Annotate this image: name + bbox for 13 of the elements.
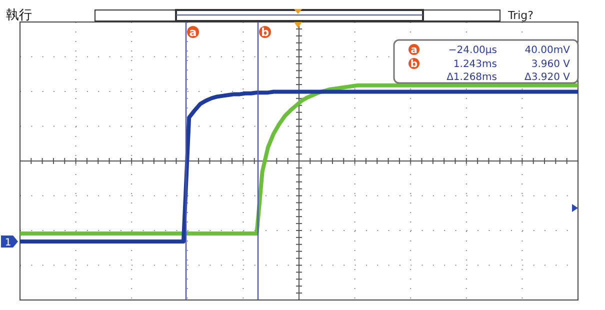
text: Trig? bbox=[507, 9, 534, 22]
text: Δ1.268ms bbox=[446, 72, 497, 83]
text: 3.960 V bbox=[531, 59, 570, 70]
chart-title: 執行 bbox=[6, 8, 32, 23]
text: 1.243ms bbox=[453, 59, 497, 70]
text: −24.00µs bbox=[448, 45, 497, 56]
text: a bbox=[189, 26, 197, 39]
text: 40.00mV bbox=[524, 45, 570, 56]
text: Δ3.920 V bbox=[524, 72, 570, 83]
text: b bbox=[261, 26, 270, 39]
text: b bbox=[410, 59, 418, 70]
text: a bbox=[410, 45, 418, 56]
text: 1 bbox=[4, 238, 12, 248]
